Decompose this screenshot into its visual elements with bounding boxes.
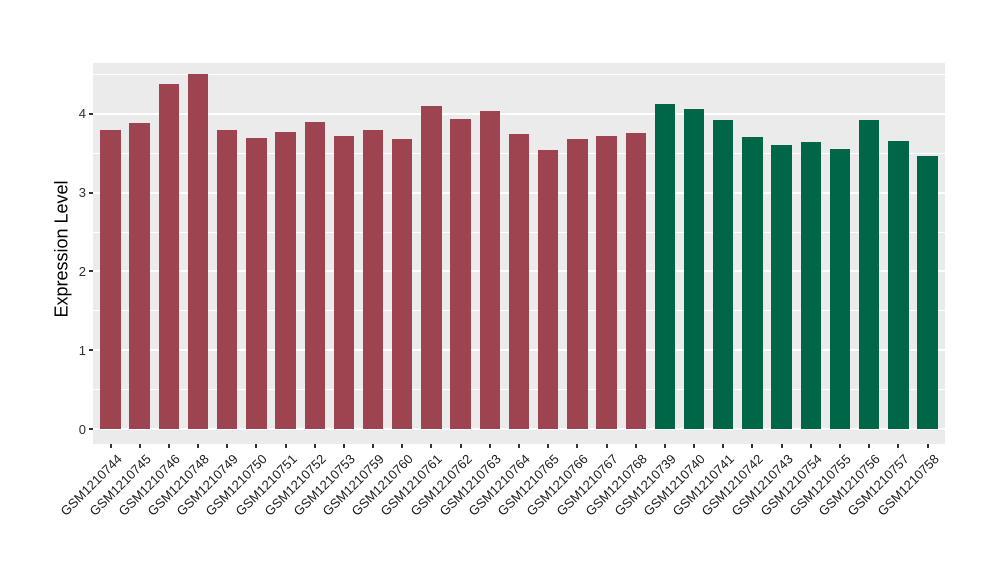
- x-tick-mark: [780, 444, 783, 448]
- x-tick-mark: [167, 444, 170, 448]
- bar-GSM1210754: [800, 142, 822, 429]
- y-tick-label: 4: [78, 106, 86, 122]
- x-tick-mark: [809, 444, 812, 448]
- bar-GSM1210752: [304, 122, 325, 429]
- y-tick-mark: [89, 428, 93, 430]
- x-tick-mark: [342, 444, 345, 448]
- plot-panel: [93, 63, 945, 444]
- y-tick-label: 1: [78, 342, 86, 358]
- y-tick-label: 0: [78, 421, 86, 437]
- bar-GSM1210761: [421, 105, 442, 429]
- x-tick-mark: [839, 444, 841, 448]
- bar-GSM1210768: [625, 132, 646, 429]
- y-tick-mark: [89, 270, 93, 273]
- bar-GSM1210744: [100, 129, 121, 429]
- bar-GSM1210762: [450, 119, 471, 429]
- x-tick-mark: [693, 444, 696, 448]
- bar-GSM1210739: [654, 104, 676, 429]
- bar-GSM1210756: [858, 120, 880, 429]
- x-tick-mark: [751, 444, 754, 448]
- x-tick-mark: [459, 444, 462, 448]
- x-tick-mark: [868, 444, 871, 448]
- x-tick-mark: [109, 444, 112, 448]
- bar-GSM1210764: [508, 134, 530, 429]
- x-tick-mark: [897, 444, 900, 448]
- bar-GSM1210767: [596, 135, 617, 429]
- x-tick-mark: [138, 444, 141, 448]
- x-tick-mark: [372, 444, 375, 448]
- x-tick-mark: [722, 444, 725, 448]
- x-tick-mark: [926, 444, 929, 448]
- bar-GSM1210740: [683, 109, 705, 429]
- y-tick-label: 2: [78, 263, 86, 279]
- bar-GSM1210742: [742, 137, 763, 429]
- bar-GSM1210757: [888, 141, 909, 429]
- gridline-minor: [93, 73, 945, 75]
- y-axis-title: Expression Level: [51, 180, 72, 318]
- bar-GSM1210748: [187, 73, 209, 429]
- x-tick-mark: [605, 444, 608, 448]
- bar-GSM1210766: [567, 139, 588, 429]
- bar-GSM1210751: [275, 131, 296, 429]
- bar-GSM1210746: [158, 83, 180, 429]
- x-tick-mark: [197, 444, 200, 448]
- bar-GSM1210743: [771, 144, 792, 429]
- x-tick-mark: [284, 444, 287, 448]
- bar-GSM1210758: [917, 155, 938, 429]
- x-tick-mark: [663, 444, 666, 448]
- x-tick-mark: [430, 444, 433, 448]
- y-tick-mark: [89, 349, 93, 352]
- bar-GSM1210760: [392, 139, 413, 429]
- bar-GSM1210750: [246, 138, 267, 429]
- bar-GSM1210763: [479, 111, 501, 429]
- x-tick-mark: [226, 444, 229, 448]
- x-tick-mark: [576, 444, 579, 448]
- bar-GSM1210745: [129, 123, 150, 429]
- x-tick-mark: [313, 444, 316, 448]
- bar-GSM1210755: [829, 149, 851, 429]
- bar-GSM1210753: [333, 135, 355, 429]
- x-tick-mark: [547, 444, 550, 448]
- x-tick-mark: [488, 444, 491, 448]
- bar-GSM1210759: [362, 129, 384, 429]
- x-tick-mark: [255, 444, 258, 448]
- bar-GSM1210741: [713, 120, 734, 429]
- gridline-major: [93, 428, 945, 430]
- x-tick-mark: [634, 444, 637, 448]
- x-tick-mark: [401, 444, 404, 448]
- gridline-major: [93, 112, 945, 115]
- bar-GSM1210749: [217, 129, 238, 429]
- x-tick-mark: [518, 444, 521, 448]
- bar-GSM1210765: [538, 150, 559, 429]
- y-tick-mark: [89, 191, 93, 194]
- y-tick-mark: [89, 112, 93, 115]
- y-tick-label: 3: [78, 185, 86, 201]
